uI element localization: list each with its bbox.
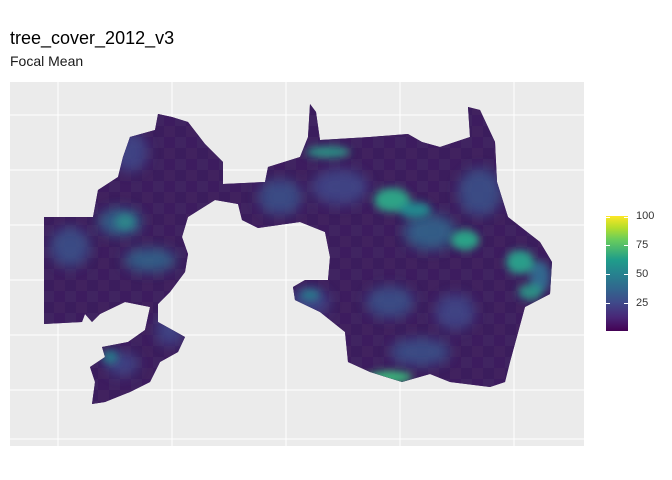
map-panel[interactable] [10, 82, 584, 446]
legend-label-25: 25 [636, 297, 649, 309]
tree-cover-raster [44, 104, 552, 404]
legend-label-75: 75 [636, 239, 649, 251]
raster-map [10, 82, 584, 446]
map-subtitle: Focal Mean [10, 53, 84, 69]
legend-label-100: 100 [636, 210, 655, 222]
map-title: tree_cover_2012_v3 [10, 28, 175, 48]
colorbar-legend: 100 75 50 25 [606, 210, 666, 334]
colorbar [606, 216, 628, 331]
legend-label-50: 50 [636, 268, 649, 280]
